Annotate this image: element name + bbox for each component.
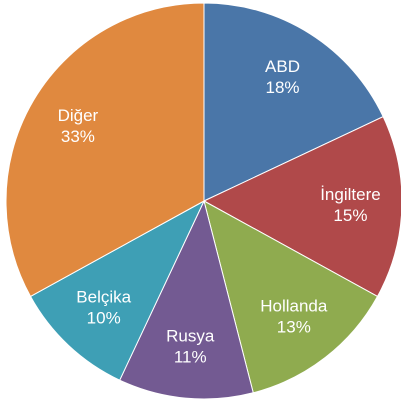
slice-value-label: 15% bbox=[333, 206, 367, 225]
slice-value-label: 10% bbox=[87, 308, 121, 327]
slice-label: Diğer bbox=[58, 106, 99, 125]
slice-value-label: 13% bbox=[277, 317, 311, 336]
pie-slice bbox=[119, 199, 254, 400]
slice-label: Belçika bbox=[76, 287, 131, 306]
pie-slice bbox=[5, 2, 205, 298]
pie-slice bbox=[202, 116, 401, 298]
slice-label: Rusya bbox=[166, 326, 215, 345]
slice-value-label: 18% bbox=[265, 78, 299, 97]
slice-value-label: 11% bbox=[174, 347, 207, 366]
pie-slice bbox=[203, 2, 384, 202]
slice-label: Hollanda bbox=[260, 296, 328, 315]
slice-label: İngiltere bbox=[320, 185, 380, 204]
slice-label: ABD bbox=[265, 57, 300, 76]
slice-value-label: 33% bbox=[61, 127, 95, 146]
pie-slice bbox=[29, 199, 206, 381]
pie-slice bbox=[203, 200, 379, 394]
